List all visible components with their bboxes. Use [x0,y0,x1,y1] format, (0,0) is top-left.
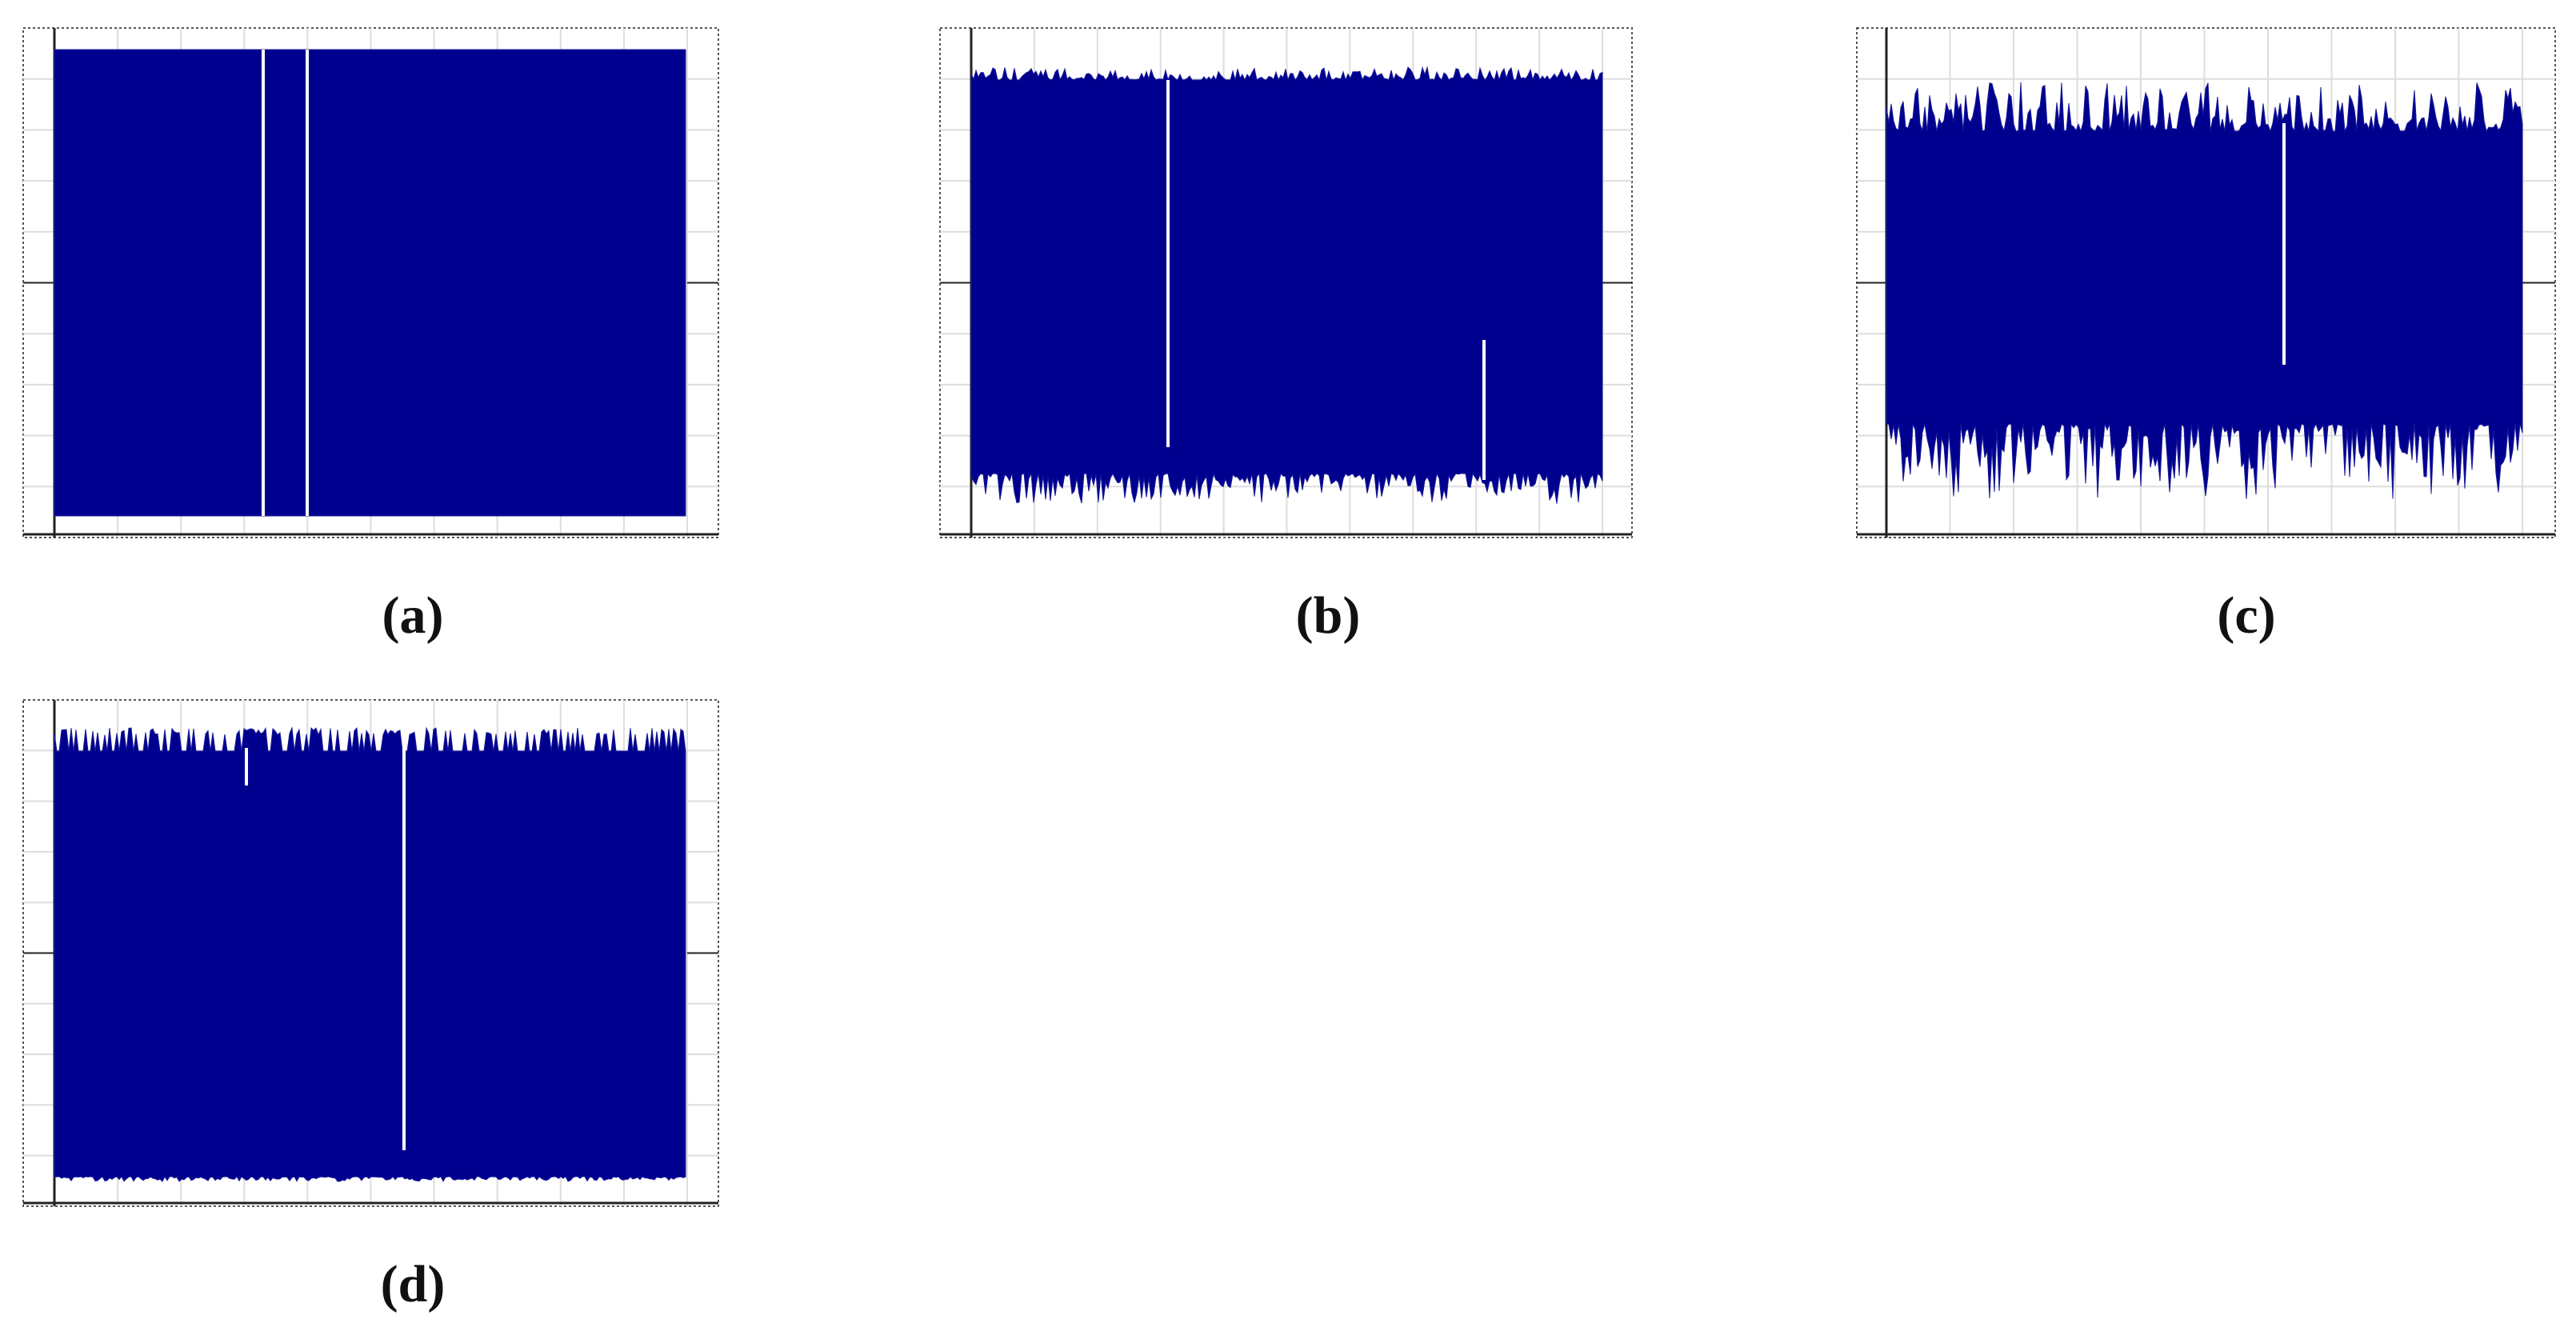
panel-label: (a) [382,586,444,645]
signal [970,66,1603,504]
signal [1886,82,2523,499]
plot-panel [1856,27,2556,538]
panel-label: (c) [2217,586,2275,645]
plot-panel [939,27,1633,538]
plot-panel [22,699,719,1207]
panel-label: (b) [1296,586,1361,645]
plot-panel [22,27,719,538]
panel-label: (d) [381,1255,446,1313]
signal [54,49,686,517]
signal [54,726,686,1182]
